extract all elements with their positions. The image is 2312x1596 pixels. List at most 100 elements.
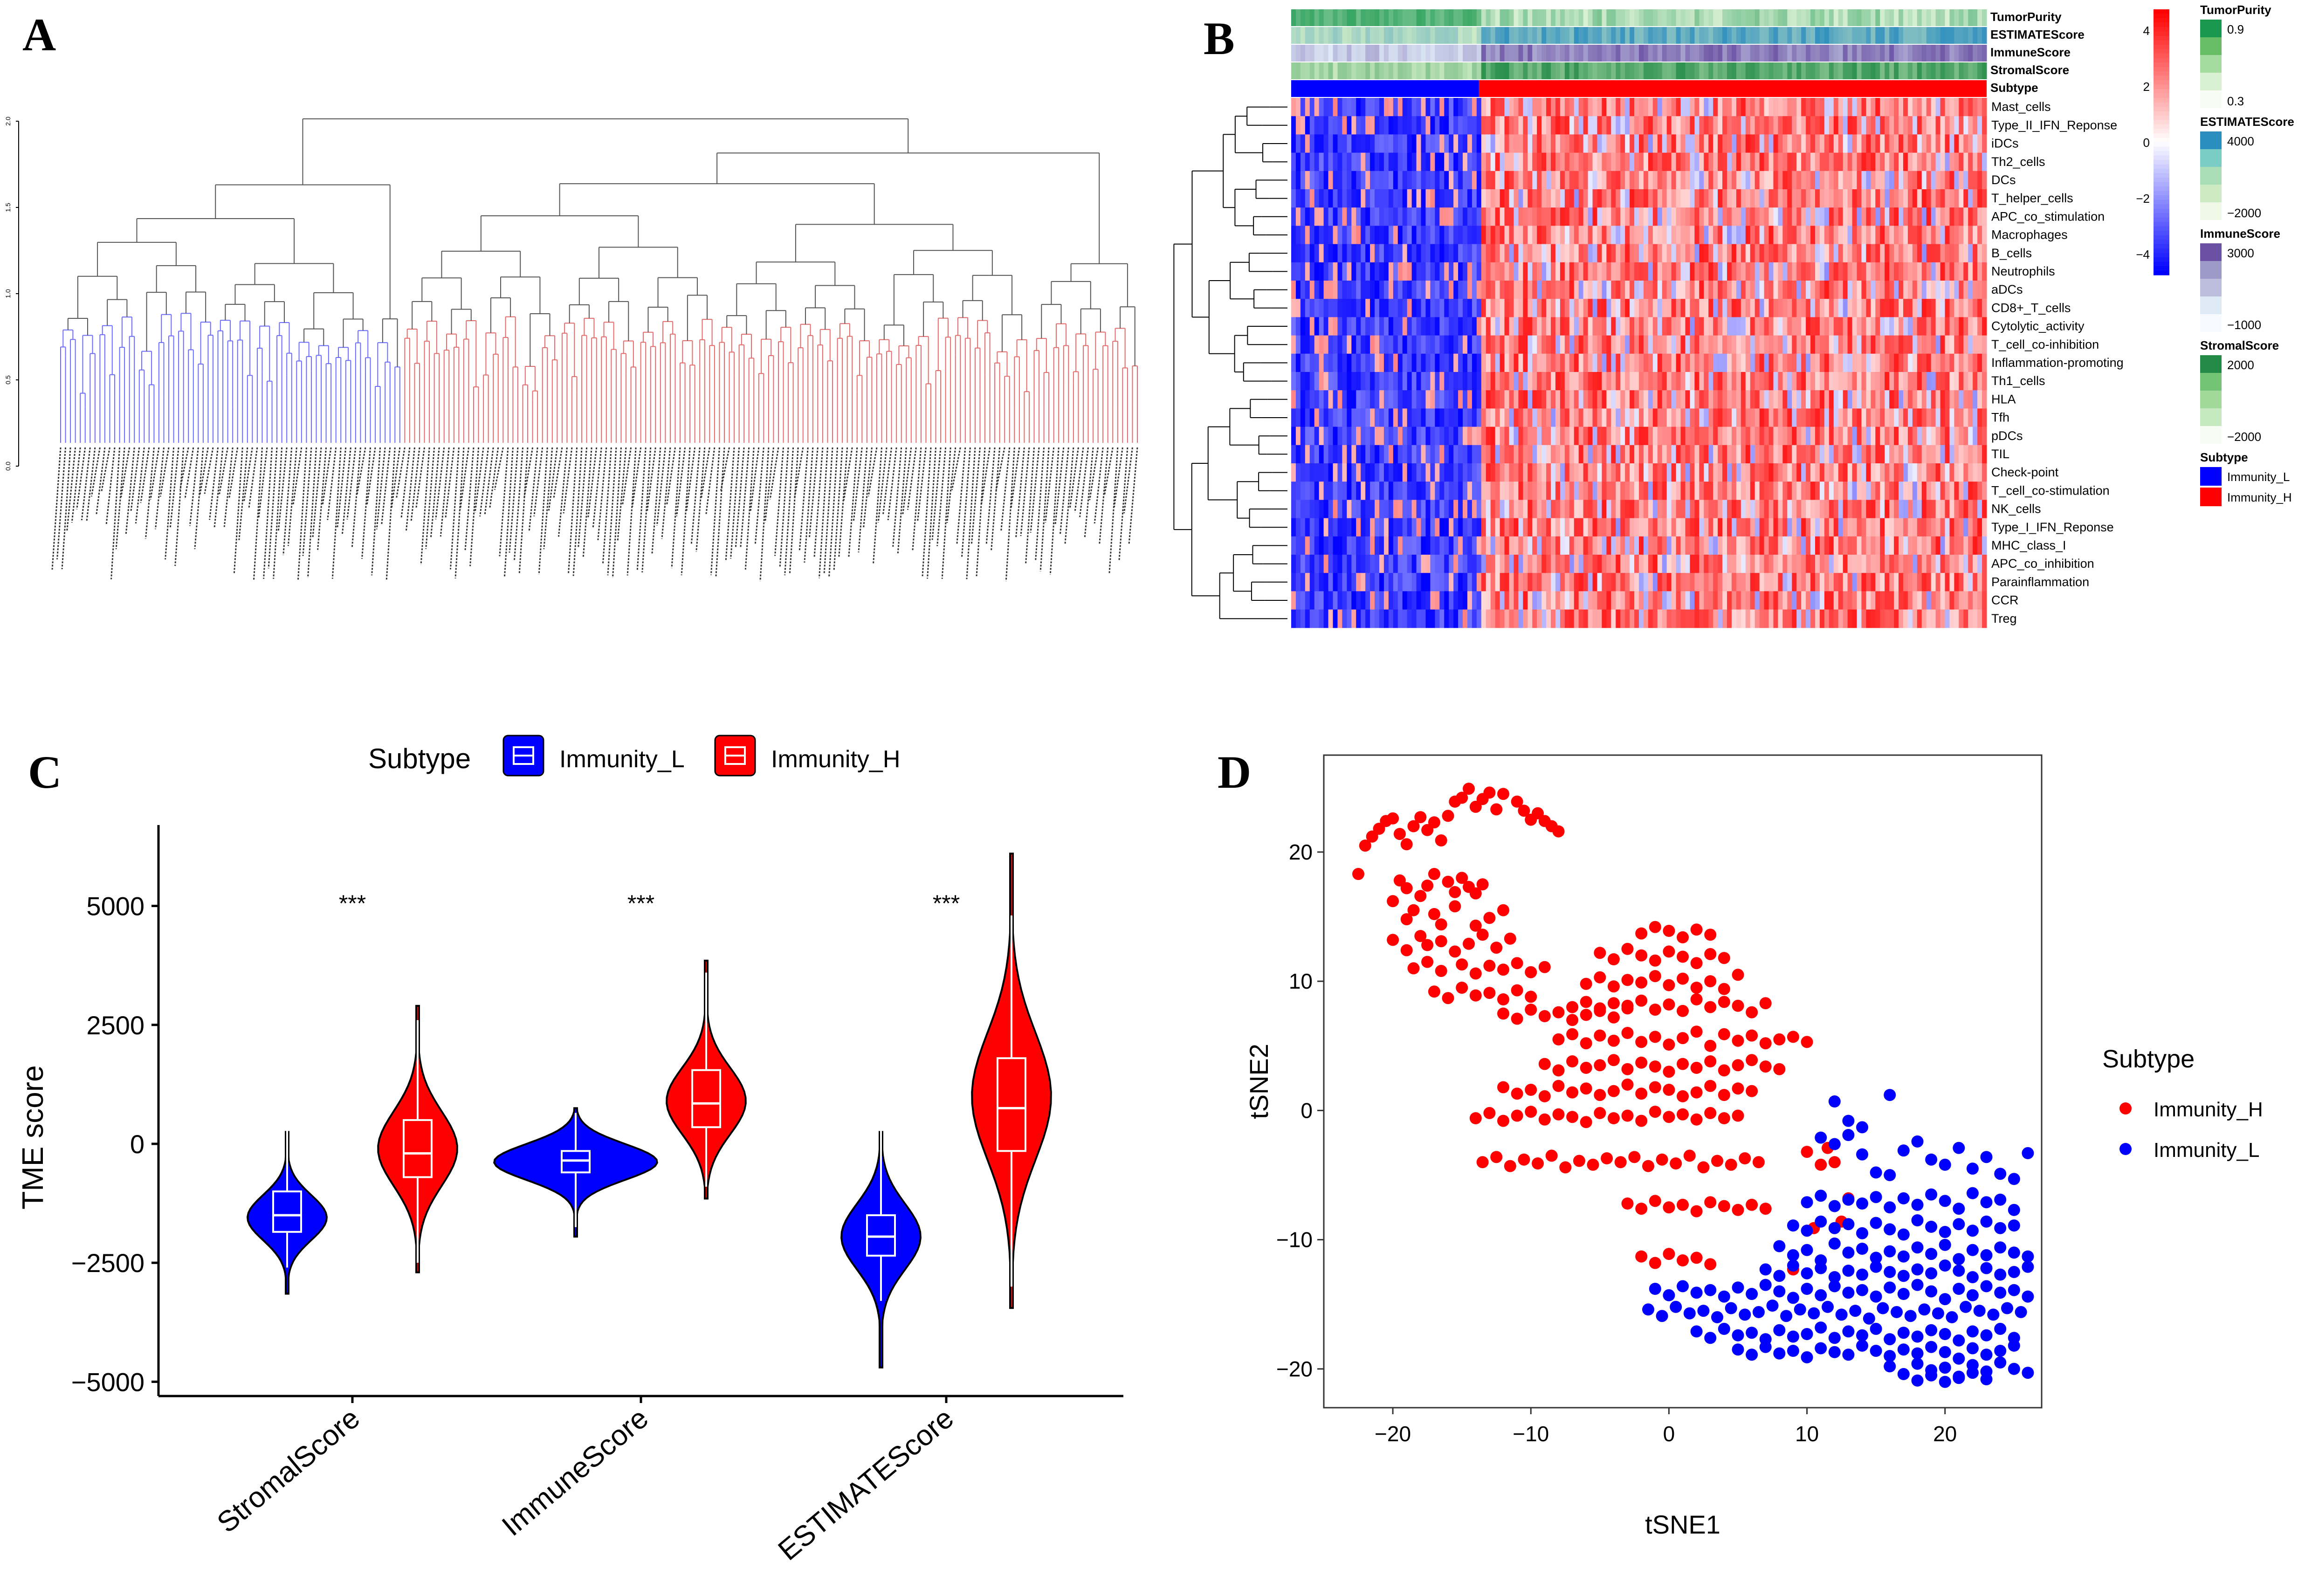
annotation-cell <box>1833 9 1839 26</box>
dendrogram-leaf-label <box>435 447 445 520</box>
heatmap-cell <box>1625 372 1630 391</box>
heatmap-cell <box>1476 445 1482 464</box>
heatmap-cell <box>1639 353 1644 372</box>
annotation-cell <box>1430 9 1435 26</box>
heatmap-cell <box>1551 427 1556 446</box>
heatmap-cell <box>1574 281 1579 299</box>
annotation-cell <box>1666 45 1672 62</box>
heatmap-cell <box>1532 408 1537 427</box>
heatmap-cell <box>1555 427 1561 446</box>
heatmap-cell <box>1458 98 1463 117</box>
heatmap-cell <box>1592 207 1597 226</box>
heatmap-cell <box>1379 98 1384 117</box>
heatmap-cell <box>1727 427 1732 446</box>
heatmap-cell <box>1810 152 1816 172</box>
heatmap-cell <box>1430 445 1435 464</box>
heatmap-cell <box>1694 171 1700 190</box>
heatmap-cell <box>1759 134 1765 153</box>
heatmap-cell <box>1963 244 1968 263</box>
heatmap-cell <box>1407 427 1412 446</box>
heatmap-cell <box>1379 299 1384 317</box>
heatmap-cell <box>1699 372 1704 391</box>
annotation-cell <box>1787 62 1792 79</box>
annotation-cell <box>1514 9 1519 26</box>
annotation-cell <box>1528 45 1533 62</box>
heatmap-cell <box>1662 262 1667 281</box>
heatmap-cell <box>1648 372 1653 391</box>
heatmap-cell <box>1935 372 1941 391</box>
heatmap-cell <box>1935 171 1941 190</box>
heatmap-cell <box>1532 152 1537 172</box>
dendrogram-leaf-label <box>159 447 170 497</box>
heatmap-cell <box>1416 226 1422 245</box>
heatmap-cell <box>1903 353 1908 372</box>
dendrogram-leaf-label <box>730 447 740 559</box>
heatmap-cell <box>1657 353 1663 372</box>
heatmap-cell <box>1458 189 1463 208</box>
annotation-cell <box>1931 62 1936 79</box>
heatmap-cell <box>1926 262 1932 281</box>
heatmap-cell <box>1425 226 1431 245</box>
heatmap-cell <box>1949 353 1954 372</box>
heatmap-cell <box>1611 98 1616 117</box>
heatmap-cell <box>1782 372 1788 391</box>
annotation-cell <box>1764 45 1769 62</box>
annotation-cell <box>1323 45 1329 62</box>
heatmap-cell <box>1630 171 1635 190</box>
heatmap-cell <box>1546 262 1551 281</box>
heatmap-cell <box>1375 116 1380 135</box>
heatmap-cell <box>1569 281 1575 299</box>
heatmap-cell <box>1963 152 1968 172</box>
heatmap-cell <box>1602 299 1607 317</box>
annotation-cell <box>1291 45 1296 62</box>
heatmap-cell <box>1435 463 1440 482</box>
annotation-cell <box>1514 27 1519 44</box>
heatmap-cell <box>1871 408 1876 427</box>
heatmap-cell <box>1588 116 1593 135</box>
heatmap-cell <box>1472 445 1477 464</box>
annotation-cell <box>1430 45 1435 62</box>
heatmap-cell <box>1736 189 1741 208</box>
heatmap-cell <box>1796 134 1802 153</box>
heatmap-cell <box>1662 98 1667 117</box>
heatmap-cell <box>1750 262 1755 281</box>
heatmap-cell <box>1495 281 1500 299</box>
annotation-cell <box>1425 45 1431 62</box>
heatmap-cell <box>1718 281 1723 299</box>
heatmap-cell <box>1611 281 1616 299</box>
heatmap-cell <box>1819 226 1825 245</box>
heatmap-cell <box>1523 390 1528 409</box>
heatmap-cell <box>1472 226 1477 245</box>
heatmap-cell <box>1421 317 1426 336</box>
heatmap-annotation-bars <box>1291 9 1987 97</box>
annotation-cell <box>1648 9 1653 26</box>
heatmap-cell <box>1365 98 1370 117</box>
heatmap-cell <box>1935 262 1941 281</box>
heatmap-cell <box>1899 116 1904 135</box>
heatmap-cell <box>1666 463 1672 482</box>
heatmap-cell <box>1963 427 1968 446</box>
heatmap-cell <box>1940 281 1945 299</box>
heatmap-cell <box>1792 408 1797 427</box>
heatmap-cell <box>1921 244 1927 263</box>
annotation-cell <box>1912 9 1918 26</box>
heatmap-cell <box>1435 445 1440 464</box>
heatmap-cell <box>1305 463 1310 482</box>
annotation-cell <box>1926 27 1932 44</box>
heatmap-cell <box>1699 116 1704 135</box>
heatmap-cell <box>1885 226 1890 245</box>
heatmap-cell <box>1342 317 1347 336</box>
heatmap-cell <box>1300 482 1306 500</box>
heatmap-cell <box>1347 116 1352 135</box>
heatmap-cell <box>1583 226 1589 245</box>
annotation-cell <box>1940 62 1945 79</box>
annotation-cell <box>1504 9 1509 26</box>
annotation-cell <box>1829 45 1834 62</box>
heatmap-cell <box>1829 262 1834 281</box>
heatmap-cell <box>1463 372 1468 391</box>
heatmap-cell <box>1319 226 1324 245</box>
heatmap-cell <box>1843 98 1848 117</box>
heatmap-cell <box>1977 244 1982 263</box>
heatmap-cell <box>1690 98 1695 117</box>
heatmap-cell <box>1486 408 1491 427</box>
